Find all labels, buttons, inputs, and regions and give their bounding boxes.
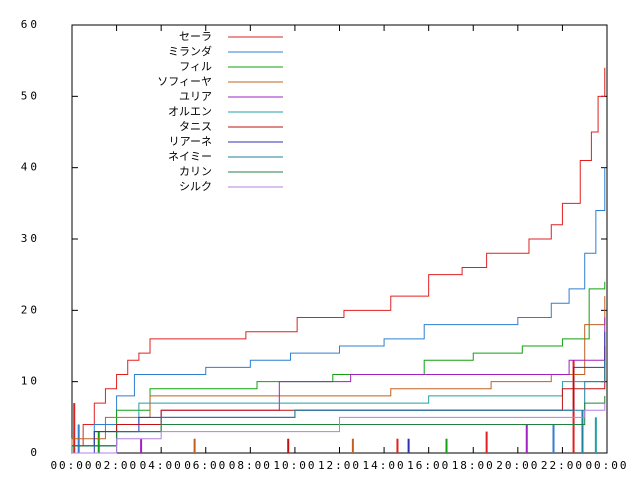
- x-tick-label: 00:00: [50, 459, 93, 472]
- activity-bar: [445, 438, 448, 453]
- x-tick-label: 16:00: [407, 459, 450, 472]
- legend-label: ソフィーヤ: [157, 75, 212, 88]
- activity-bar: [594, 417, 597, 453]
- activity-bar: [351, 438, 354, 453]
- series-line: [71, 346, 606, 453]
- y-tick-label: 20: [21, 303, 40, 316]
- x-tick-label: 10:00: [273, 459, 316, 472]
- x-tick-label: 00:00: [585, 459, 628, 472]
- legend-label: セーラ: [179, 30, 212, 43]
- series-line: [71, 67, 606, 453]
- legend-label: リアーネ: [169, 135, 212, 148]
- series-line: [71, 167, 606, 453]
- y-tick-label: 30: [21, 232, 40, 245]
- x-tick-label: 06:00: [184, 459, 227, 472]
- series-line: [72, 331, 606, 454]
- series-line: [72, 403, 606, 454]
- y-tick-label: 0: [30, 446, 40, 459]
- activity-bar: [485, 431, 488, 453]
- activity-bar: [73, 403, 76, 453]
- x-tick-label: 08:00: [229, 459, 272, 472]
- y-tick-label: 60: [21, 18, 40, 31]
- activity-bar: [552, 424, 555, 453]
- series-line: [71, 395, 606, 453]
- x-tick-label: 18:00: [452, 459, 495, 472]
- x-tick-label: 14:00: [363, 459, 406, 472]
- legend-label: タニス: [179, 120, 212, 133]
- legend-label: ミランダ: [168, 44, 212, 58]
- activity-bar: [581, 410, 584, 453]
- legend-label: オルエン: [168, 105, 212, 118]
- legend-label: シルク: [179, 180, 212, 193]
- series-line: [71, 296, 606, 453]
- activity-bar: [140, 438, 143, 453]
- legend-label: フィル: [179, 60, 212, 73]
- y-tick-label: 10: [21, 375, 40, 388]
- x-tick-label: 04:00: [140, 459, 183, 472]
- activity-bar: [525, 424, 528, 453]
- series-line: [71, 317, 606, 453]
- activity-bar: [97, 431, 100, 453]
- activity-bar: [396, 438, 399, 453]
- activity-bar: [287, 438, 290, 453]
- x-tick-label: 02:00: [95, 459, 138, 472]
- y-tick-label: 50: [21, 89, 40, 102]
- activity-bar: [193, 438, 196, 453]
- series-line: [71, 281, 606, 453]
- x-tick-label: 12:00: [318, 459, 361, 472]
- x-tick-label: 20:00: [496, 459, 539, 472]
- activity-bar: [407, 438, 410, 453]
- legend-label: ネイミー: [168, 150, 212, 163]
- legend-label: ユリア: [179, 90, 212, 103]
- y-tick-label: 40: [21, 161, 40, 174]
- x-tick-label: 22:00: [541, 459, 584, 472]
- legend-label: カリン: [179, 165, 212, 178]
